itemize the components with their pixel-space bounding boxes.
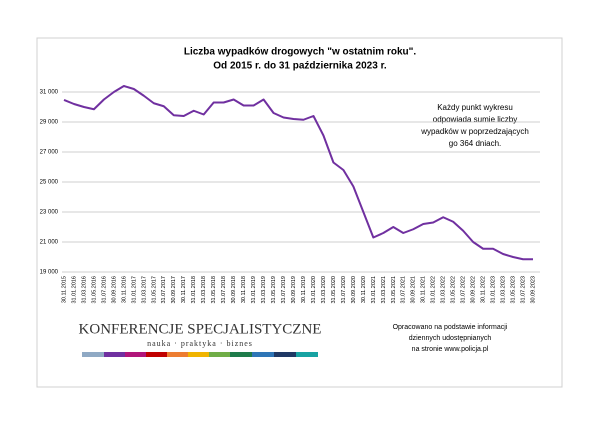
x-tick-label: 30.09.2023 — [530, 276, 536, 304]
source-line: dziennych udostępnianych — [409, 335, 492, 342]
annotation-line: odpowiada sumie liczby — [433, 115, 518, 124]
x-tick-label: 31.01.2017 — [131, 276, 137, 304]
x-tick-label: 31.07.2022 — [461, 276, 467, 304]
x-tick-label: 31.03.2016 — [81, 276, 87, 304]
annotation-line: Każdy punkt wykresu — [437, 103, 513, 112]
x-tick-label: 31.01.2021 — [371, 276, 377, 304]
x-tick-label: 31.01.2022 — [431, 276, 437, 304]
x-tick-label: 31.07.2018 — [221, 276, 227, 304]
x-tick-label: 31.01.2020 — [311, 276, 317, 304]
y-tick-label: 29 000 — [40, 120, 59, 126]
logo-title: KONFERENCJE SPECJALISTYCZNE — [79, 321, 322, 337]
x-tick-label: 31.03.2022 — [441, 276, 447, 304]
x-tick-label: 30.11.2019 — [301, 276, 307, 303]
x-tick-label: 31.07.2016 — [101, 276, 107, 304]
x-tick-label: 31.07.2017 — [161, 276, 167, 304]
x-tick-label: 31.01.2019 — [251, 276, 257, 304]
x-tick-label: 31.03.2018 — [201, 276, 207, 304]
x-tick-label: 31.05.2019 — [271, 276, 277, 304]
x-tick-label: 30.11.2021 — [421, 276, 427, 303]
x-tick-label: 31.03.2019 — [261, 276, 267, 304]
x-tick-label: 31.03.2023 — [501, 276, 507, 304]
y-tick-label: 19 000 — [40, 270, 59, 276]
source-line: Opracowano na podstawie informacji — [393, 324, 508, 331]
x-tick-label: 31.01.2016 — [71, 276, 77, 304]
y-tick-label: 21 000 — [40, 240, 59, 246]
x-tick-label: 31.07.2019 — [281, 276, 287, 304]
x-tick-label: 30.09.2019 — [291, 276, 297, 304]
x-tick-label: 31.05.2018 — [211, 276, 217, 304]
x-tick-label: 30.09.2018 — [231, 276, 237, 304]
y-tick-label: 23 000 — [40, 210, 59, 216]
logo-subtitle: nauka · praktyka · biznes — [147, 339, 253, 348]
chart-frame — [36, 37, 563, 388]
chart-title: Od 2015 r. do 31 października 2023 r. — [213, 61, 387, 72]
x-tick-label: 30.09.2021 — [411, 276, 417, 304]
source-line: na stronie www.policja.pl — [412, 346, 489, 353]
annotation-line: wypadków w poprzedzających — [420, 127, 529, 136]
x-tick-label: 30.09.2017 — [171, 276, 177, 304]
x-tick-label: 30.11.2022 — [481, 276, 487, 303]
data-line — [63, 85, 533, 261]
x-tick-label: 31.03.2017 — [141, 276, 147, 304]
x-tick-label: 31.05.2023 — [510, 276, 516, 304]
annotation-line: go 364 dniach. — [449, 139, 502, 148]
x-tick-label: 31.07.2023 — [520, 276, 526, 304]
logo-stripe — [82, 352, 318, 357]
x-tick-label: 31.05.2022 — [451, 276, 457, 304]
x-tick-label: 31.07.2020 — [341, 276, 347, 304]
x-tick-label: 30.09.2016 — [111, 276, 117, 304]
x-tick-label: 31.07.2021 — [401, 276, 407, 304]
x-tick-label: 31.05.2017 — [151, 276, 157, 304]
chart-title: Liczba wypadków drogowych "w ostatnim ro… — [184, 47, 417, 58]
x-tick-label: 31.01.2018 — [191, 276, 197, 304]
y-tick-label: 27 000 — [40, 150, 59, 156]
x-tick-label: 31.05.2016 — [91, 276, 97, 304]
x-tick-label: 30.11.2020 — [361, 276, 367, 303]
x-tick-label: 31.05.2020 — [331, 276, 337, 304]
x-tick-label: 30.09.2022 — [471, 276, 477, 304]
x-tick-label: 30.11.2016 — [121, 276, 127, 303]
x-tick-label: 31.05.2021 — [391, 276, 397, 304]
x-tick-label: 31.01.2023 — [491, 276, 497, 304]
y-tick-label: 25 000 — [40, 180, 59, 186]
x-tick-label: 30.11.2015 — [61, 276, 67, 303]
x-tick-label: 30.11.2018 — [241, 276, 247, 303]
x-tick-label: 30.09.2020 — [351, 276, 357, 304]
x-tick-label: 31.03.2021 — [381, 276, 387, 304]
x-tick-label: 31.03.2020 — [321, 276, 327, 304]
x-tick-label: 30.11.2017 — [181, 276, 187, 303]
y-tick-label: 31 000 — [40, 90, 59, 96]
annotation: Każdy punkt wykresu odpowiada sumie licz… — [420, 103, 529, 148]
